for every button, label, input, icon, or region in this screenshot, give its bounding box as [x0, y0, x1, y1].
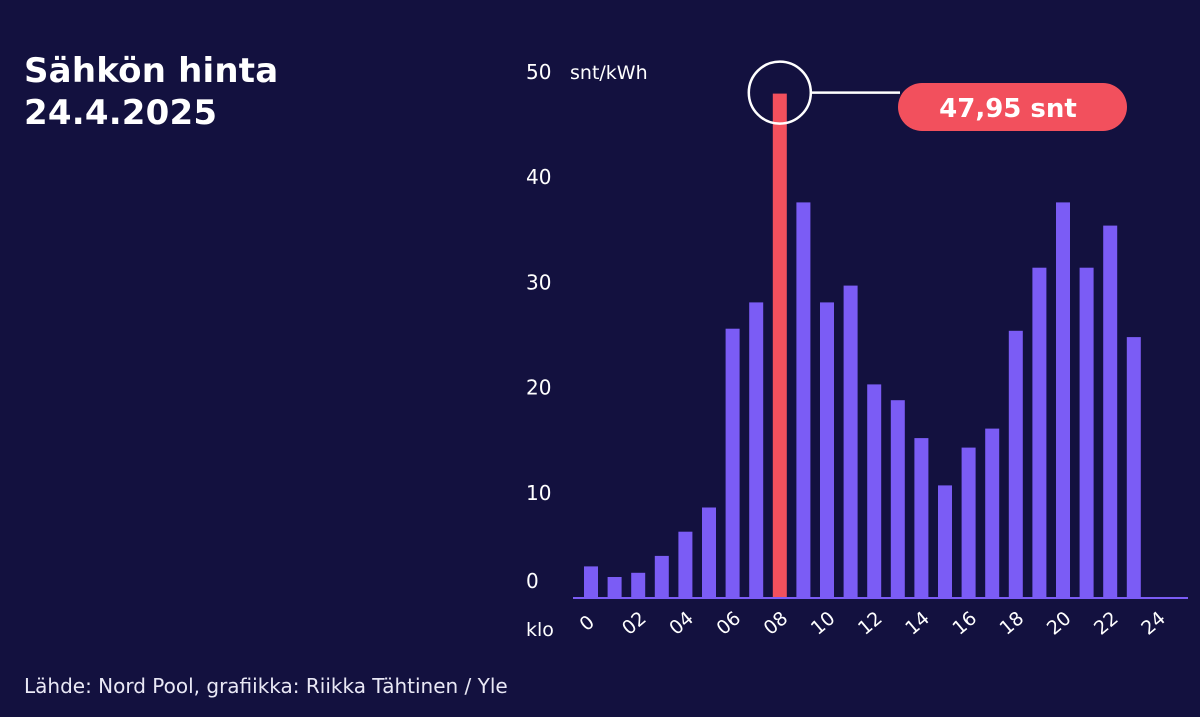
bar	[985, 428, 1000, 598]
y-tick-label: 30	[526, 270, 551, 294]
bar	[843, 285, 858, 598]
bar	[820, 302, 834, 598]
bar	[702, 507, 716, 598]
chart-title-line-1: Sähkön hinta	[24, 51, 279, 91]
bar	[890, 400, 905, 598]
x-tick-label: 24	[1137, 607, 1170, 639]
source-note: Lähde: Nord Pool, grafiikka: Riikka Täht…	[24, 674, 508, 698]
bar	[1079, 267, 1094, 598]
bar	[654, 555, 669, 598]
bar	[938, 485, 952, 598]
y-tick-label: 10	[526, 481, 551, 505]
bar	[1032, 267, 1047, 598]
chart-title: Sähkön hinta 24.4.2025	[24, 50, 278, 134]
x-axis-label: klo	[526, 619, 554, 641]
y-tick-label: 40	[526, 165, 551, 189]
bar	[725, 328, 740, 598]
bar	[1056, 202, 1070, 598]
x-tick-label: 14	[901, 607, 934, 639]
bar	[796, 202, 811, 598]
y-tick-label: 20	[526, 376, 551, 400]
bar	[1008, 330, 1023, 598]
bar	[914, 438, 929, 598]
callout-value-label: 47,95 snt	[939, 94, 1077, 124]
bar	[1103, 225, 1118, 598]
highlighted-bar	[772, 93, 787, 598]
callout-pill	[898, 83, 1127, 131]
x-tick-label: 04	[665, 607, 698, 639]
y-tick-label: 0	[526, 569, 539, 593]
x-tick-label: 02	[618, 607, 651, 639]
bar	[867, 384, 882, 598]
x-tick-label: 22	[1090, 607, 1123, 639]
x-tick-label: 08	[760, 607, 793, 639]
y-tick-label: 50	[526, 60, 551, 84]
bar	[584, 566, 598, 598]
bar	[749, 302, 764, 598]
chart-title-line-2: 24.4.2025	[24, 93, 218, 133]
x-tick-label: 16	[948, 607, 981, 639]
bar	[607, 577, 622, 598]
bar	[1126, 337, 1141, 598]
x-tick-label: 12	[854, 607, 887, 639]
x-tick-label: 18	[996, 607, 1029, 639]
bar	[678, 531, 693, 598]
x-tick-label: 0	[575, 611, 598, 636]
bar	[961, 447, 976, 598]
x-tick-label: 06	[712, 607, 745, 639]
y-axis-unit-label: snt/kWh	[570, 62, 648, 84]
x-tick-label: 20	[1043, 607, 1076, 639]
x-tick-label: 10	[807, 607, 840, 639]
bar	[631, 572, 646, 598]
